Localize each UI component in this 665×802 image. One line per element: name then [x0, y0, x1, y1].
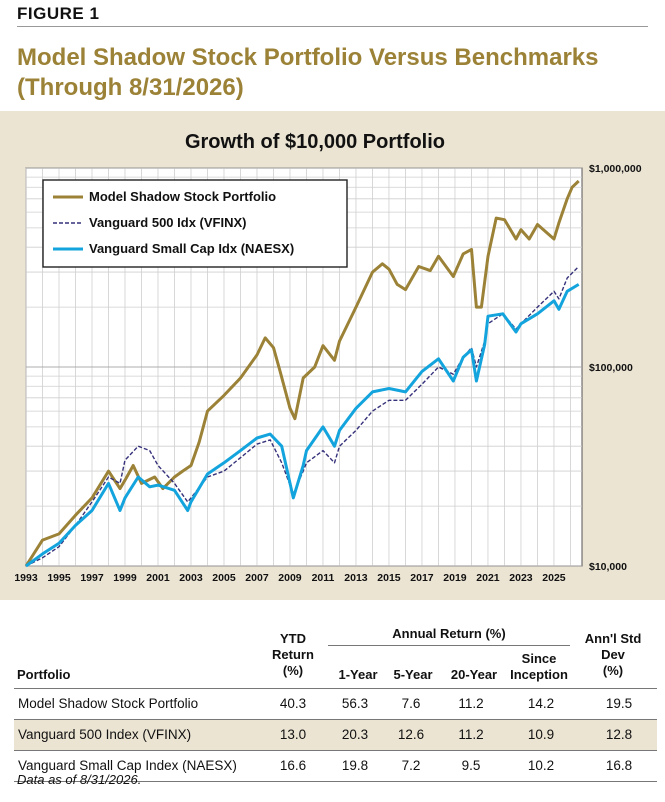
table-row: Vanguard Small Cap Index (NAESX) 16.6 19… — [14, 751, 657, 781]
table-row: Vanguard 500 Index (VFINX) 13.0 20.3 12.… — [14, 720, 657, 750]
row-name: Vanguard 500 Index (VFINX) — [18, 727, 192, 742]
x-tick-label: 2005 — [212, 572, 236, 584]
chart-title: Growth of $10,000 Portfolio — [185, 131, 445, 153]
row-1-year: 56.3 — [341, 696, 369, 711]
row-std-dev: 19.5 — [605, 696, 633, 711]
y-axis-ticks: $10,000 $100,000 $1,000,000 — [589, 163, 642, 573]
x-tick-label: 1993 — [14, 572, 38, 584]
x-axis-ticks: 1993 1995 1997 1999 2001 2003 2005 2007 2009 2011… — [14, 572, 565, 584]
annual-group-rule — [328, 645, 570, 646]
x-tick-label: 2015 — [377, 572, 401, 584]
row-since-inception: 10.2 — [527, 758, 555, 773]
growth-chart: Growth of $10,000 Portfolio 1993 1995 1997… — [14, 131, 642, 584]
figure-title-line1: Model Shadow Stock Portfolio Versus Benc… — [17, 44, 599, 71]
x-tick-label: 2021 — [476, 572, 500, 584]
row-std-dev: 16.8 — [605, 758, 633, 773]
header-std-dev: Ann'l Std Dev (%) — [584, 631, 642, 678]
header-portfolio: Portfolio — [17, 667, 71, 682]
footnote: Data as of 8/31/2026. — [17, 772, 142, 787]
row-since-inception: 14.2 — [527, 696, 555, 711]
series-lines — [24, 179, 580, 568]
series-line-0 — [24, 179, 580, 567]
returns-table: YTD Return (%) Annual Return (%) Ann'l S… — [0, 600, 665, 802]
x-tick-label: 2019 — [443, 572, 467, 584]
x-tick-label: 2025 — [542, 572, 566, 584]
x-tick-label: 2007 — [245, 572, 269, 584]
row-20-year: 11.2 — [458, 696, 484, 711]
series-line-2 — [25, 283, 580, 568]
x-tick-label: 2011 — [312, 572, 335, 584]
legend-box — [42, 179, 348, 268]
figure-label: FIGURE 1 — [17, 4, 100, 23]
header-rule — [14, 688, 657, 689]
table-bottom-rule — [14, 781, 657, 782]
header-since-inception: Since Inception — [510, 651, 568, 682]
header-divider — [17, 26, 648, 27]
legend-label-2: Vanguard Small Cap Idx (NAESX) — [89, 241, 294, 256]
header-20-year: 20-Year — [450, 667, 498, 682]
series-line-1 — [25, 266, 580, 567]
row-since-inception: 10.9 — [527, 727, 555, 742]
y-tick-label: $100,000 — [589, 362, 633, 374]
row-20-year: 11.2 — [458, 727, 484, 742]
y-tick-label: $10,000 — [589, 561, 627, 573]
legend-label-1: Vanguard 500 Idx (VFINX) — [89, 215, 247, 230]
x-tick-label: 1999 — [113, 572, 137, 584]
x-tick-label: 2009 — [278, 572, 302, 584]
x-tick-label: 2013 — [344, 572, 368, 584]
x-tick-label: 2003 — [179, 572, 203, 584]
row-5-year: 7.2 — [401, 758, 421, 773]
row-name: Model Shadow Stock Portfolio — [18, 696, 199, 711]
header-annual-return-group: Annual Return (%) — [392, 626, 506, 641]
legend-label-0: Model Shadow Stock Portfolio — [89, 189, 276, 204]
header-1-year: 1-Year — [338, 667, 378, 682]
row-1-year: 19.8 — [341, 758, 369, 773]
row-ytd: 13.0 — [279, 727, 307, 742]
legend: Model Shadow Stock Portfolio Vanguard 500… — [42, 179, 348, 268]
x-tick-label: 1995 — [47, 572, 71, 584]
row-rule — [14, 750, 657, 751]
row-rule — [14, 719, 657, 720]
x-tick-label: 2017 — [410, 572, 434, 584]
row-ytd: 16.6 — [279, 758, 307, 773]
figure-title-line2: (Through 8/31/2026) — [17, 74, 244, 101]
table-row: Model Shadow Stock Portfolio 40.3 56.3 7… — [14, 689, 657, 719]
row-5-year: 7.6 — [401, 696, 421, 711]
header-5-year: 5-Year — [393, 667, 433, 682]
figure-title: Model Shadow Stock Portfolio Versus Benc… — [17, 44, 657, 101]
x-tick-label: 1997 — [80, 572, 104, 584]
row-1-year: 20.3 — [341, 727, 369, 742]
row-5-year: 12.6 — [397, 727, 425, 742]
chart-panel: Growth of $10,000 Portfolio 1993 1995 1997… — [0, 111, 665, 600]
x-tick-label: 2023 — [509, 572, 533, 584]
row-name: Vanguard Small Cap Index (NAESX) — [18, 758, 237, 773]
header-ytd: YTD Return (%) — [272, 631, 314, 678]
row-20-year: 9.5 — [461, 758, 481, 773]
y-tick-label: $1,000,000 — [589, 163, 642, 175]
row-ytd: 40.3 — [279, 696, 307, 711]
x-tick-label: 2001 — [146, 572, 170, 584]
row-std-dev: 12.8 — [605, 727, 633, 742]
